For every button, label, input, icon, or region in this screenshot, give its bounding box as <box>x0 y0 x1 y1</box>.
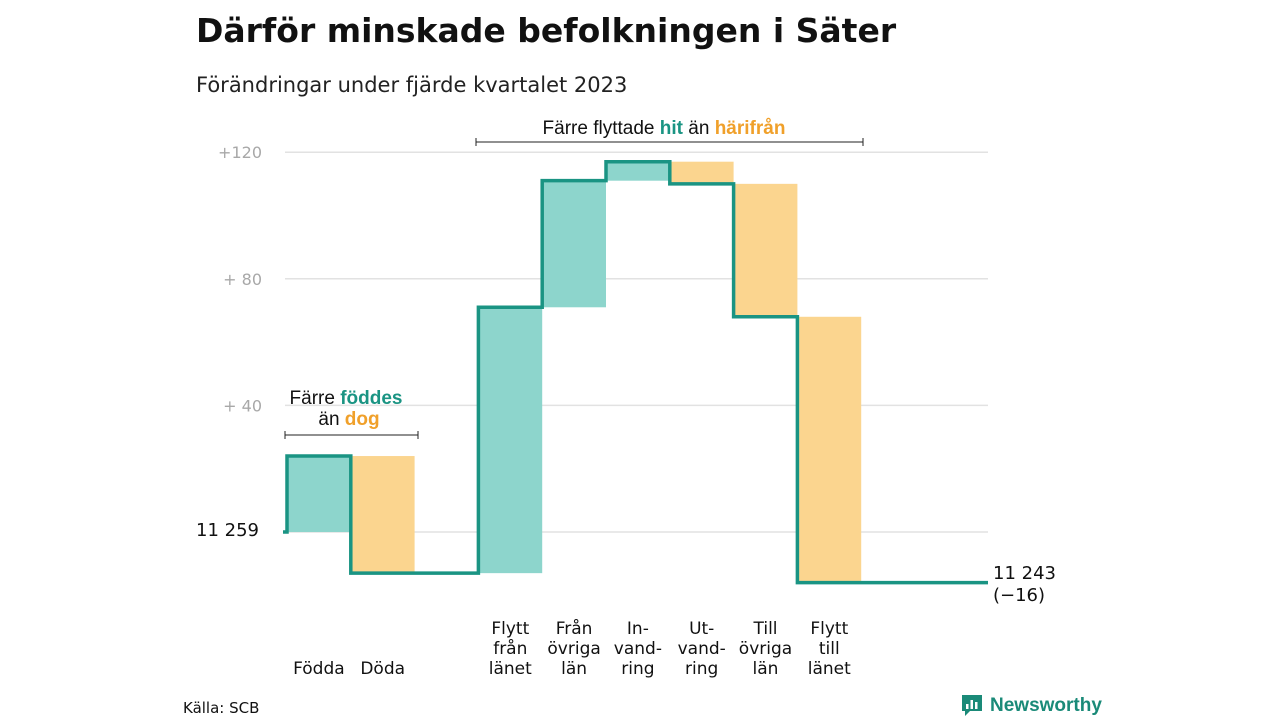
category-label-invandring: In-vand-ring <box>614 619 662 679</box>
category-labels: Födda Döda Flytt från länet Från övriga län In-v… <box>293 618 851 679</box>
annotation-births-line2: än dog <box>318 409 379 430</box>
end-change-label: (−16) <box>993 585 1045 606</box>
category-label-fran_ovriga_lan: Från övriga län <box>547 618 600 679</box>
source-label: Källa: SCB <box>183 699 259 717</box>
annotation-moves: Färre flyttade hit än härifrån <box>475 118 864 146</box>
step-line <box>283 159 988 585</box>
bar-invandring <box>606 161 670 181</box>
annotation-moves-text: Färre flyttade hit än härifrån <box>543 118 786 139</box>
bar-till_ovriga_lan <box>733 183 798 317</box>
start-value-label: 11 259 <box>196 520 259 541</box>
category-label-flytt_till_lanet: Flytt till länet <box>808 619 851 679</box>
brand-name: Newsworthy <box>990 695 1102 716</box>
annotation-births: Färre föddes än dog <box>284 388 419 439</box>
y-tick-label-0: +120 <box>218 143 262 162</box>
gridlines: +120 + 80 + 40 <box>218 143 988 533</box>
y-tick-label-1: + 80 <box>223 270 262 289</box>
bar-chart-speech-icon <box>962 695 982 716</box>
bar-fran_ovriga_lan <box>542 180 606 308</box>
bar-utvandring <box>669 161 734 184</box>
bar-fodda <box>287 456 351 532</box>
category-label-till_ovriga_lan: Till övriga län <box>739 619 792 679</box>
category-label-doda: Döda <box>360 659 405 679</box>
bars <box>287 161 862 583</box>
category-label-fodda: Födda <box>293 659 345 679</box>
chart-title: Därför minskade befolkningen i Säter <box>196 11 897 50</box>
category-label-utvandring: Ut-vand-ring <box>678 619 726 679</box>
bar-flytt_till_lanet <box>797 316 862 583</box>
y-tick-label-2: + 40 <box>223 396 262 415</box>
category-label-flytt_fran_lanet: Flytt från länet <box>489 619 532 679</box>
annotation-births-line1: Färre föddes <box>290 388 403 409</box>
step-line-path <box>283 159 988 585</box>
end-value-label: 11 243 <box>993 563 1056 584</box>
bar-flytt_fran_lanet <box>478 307 543 574</box>
chart-subtitle: Förändringar under fjärde kvartalet 2023 <box>196 73 627 97</box>
bar-doda <box>350 456 415 574</box>
